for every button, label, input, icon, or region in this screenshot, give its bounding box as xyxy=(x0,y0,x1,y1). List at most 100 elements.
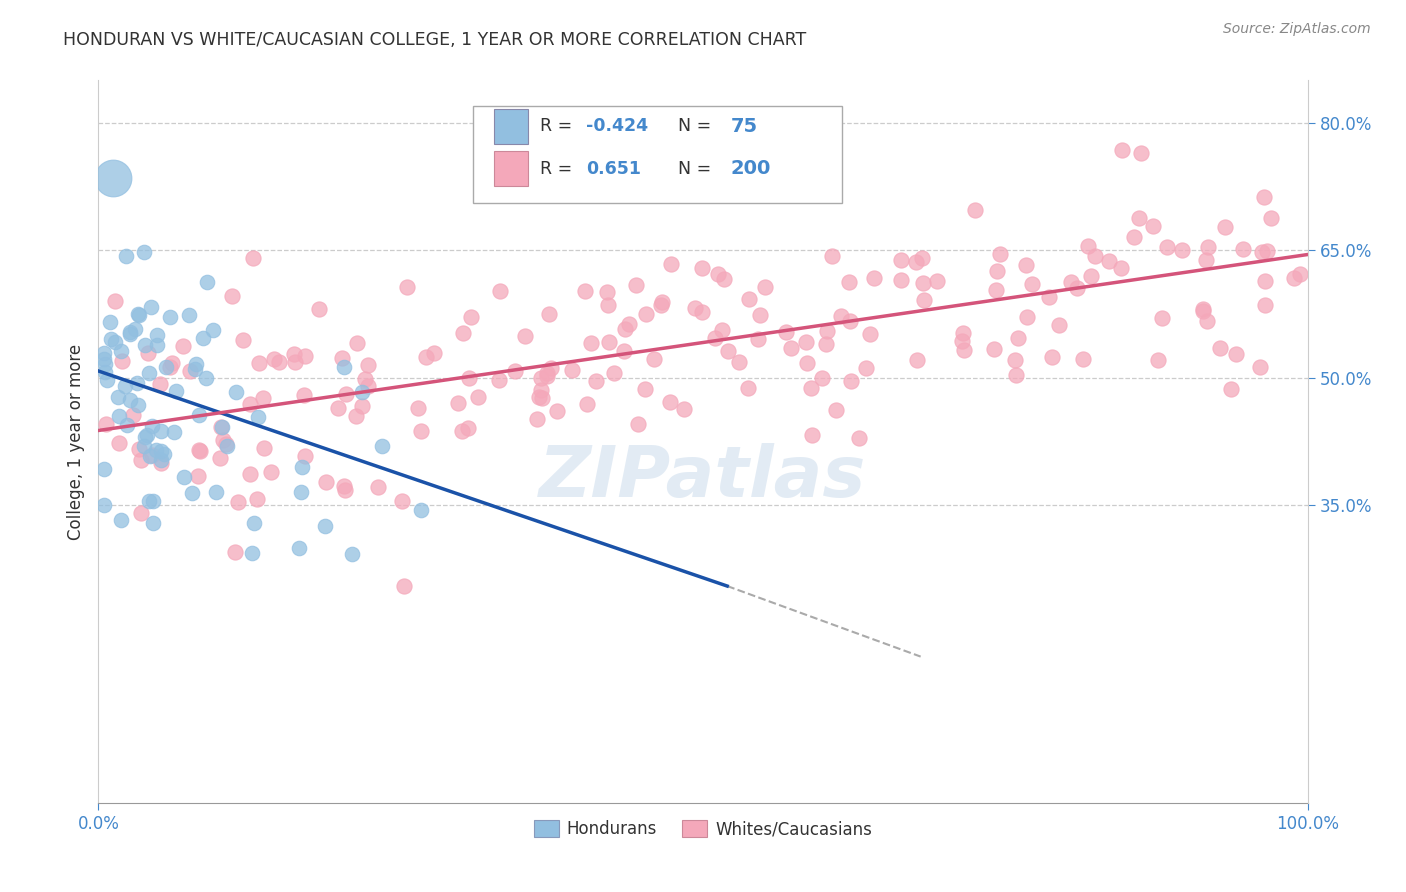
Point xyxy=(308,302,330,317)
Point xyxy=(737,381,759,395)
Point xyxy=(357,378,380,392)
Point xyxy=(93,499,115,513)
Text: R =: R = xyxy=(540,117,578,136)
Point xyxy=(173,470,195,484)
Point xyxy=(810,371,832,385)
Point xyxy=(912,277,935,291)
Point xyxy=(1209,341,1232,355)
Point xyxy=(352,399,374,413)
Point xyxy=(96,373,118,387)
Point xyxy=(392,579,415,593)
Point xyxy=(890,273,912,287)
Point xyxy=(138,366,160,380)
Point xyxy=(165,384,187,399)
Point xyxy=(292,388,315,402)
Point xyxy=(1004,368,1026,382)
Point xyxy=(574,284,596,298)
Text: Source: ZipAtlas.com: Source: ZipAtlas.com xyxy=(1223,22,1371,37)
Point xyxy=(194,371,217,385)
Point xyxy=(1284,271,1306,285)
Point xyxy=(150,444,173,458)
Point xyxy=(1152,311,1174,326)
Point xyxy=(447,396,470,410)
Point xyxy=(859,326,882,341)
Point xyxy=(536,367,558,381)
Point xyxy=(952,343,974,358)
Point xyxy=(187,469,209,483)
Point xyxy=(821,249,844,263)
Point xyxy=(614,322,637,336)
Point xyxy=(1260,211,1282,225)
Point xyxy=(1122,230,1144,244)
Point xyxy=(141,419,163,434)
Point xyxy=(330,351,353,365)
Point xyxy=(139,449,162,463)
Point xyxy=(114,378,136,392)
Point xyxy=(624,277,647,292)
Point xyxy=(96,417,118,432)
Point xyxy=(215,439,238,453)
Point xyxy=(683,301,706,316)
Point xyxy=(1192,301,1215,316)
Point xyxy=(540,360,562,375)
Point xyxy=(754,280,776,294)
Point xyxy=(146,338,169,352)
Point xyxy=(291,459,314,474)
Point xyxy=(1071,352,1094,367)
Point xyxy=(253,441,276,455)
Point xyxy=(224,545,246,559)
Point xyxy=(409,425,432,439)
Point xyxy=(129,453,152,467)
Point xyxy=(1128,211,1150,225)
Point xyxy=(579,336,602,351)
Point xyxy=(93,352,115,367)
Point xyxy=(283,347,305,361)
Point xyxy=(159,310,181,324)
Text: 75: 75 xyxy=(731,117,758,136)
Point xyxy=(748,308,770,322)
Point xyxy=(93,345,115,359)
Point xyxy=(546,404,568,418)
Point xyxy=(110,513,132,527)
Point xyxy=(110,343,132,358)
Point xyxy=(839,374,862,388)
Point xyxy=(1084,249,1107,263)
Point xyxy=(710,323,733,337)
Point xyxy=(350,384,373,399)
Point xyxy=(460,310,482,325)
Point xyxy=(796,356,818,370)
Point xyxy=(1077,238,1099,252)
Point xyxy=(94,365,117,379)
Point xyxy=(333,478,356,492)
Point xyxy=(1111,143,1133,157)
Point xyxy=(208,450,231,465)
Point xyxy=(149,376,172,391)
Point xyxy=(848,432,870,446)
Point xyxy=(335,387,357,401)
Point xyxy=(800,380,823,394)
Text: 200: 200 xyxy=(731,159,770,178)
Point xyxy=(530,370,553,384)
Point xyxy=(260,465,283,479)
Point xyxy=(98,315,121,329)
Point xyxy=(221,289,243,303)
Point xyxy=(181,486,204,500)
Point xyxy=(328,401,350,415)
Point xyxy=(451,424,474,438)
Point xyxy=(794,335,817,350)
Point xyxy=(927,274,949,288)
Point xyxy=(983,342,1005,356)
Point xyxy=(150,424,173,438)
Point xyxy=(288,541,311,555)
Point xyxy=(1038,290,1060,304)
Point xyxy=(815,336,838,351)
Point xyxy=(191,331,214,345)
Point xyxy=(269,355,291,369)
Point xyxy=(211,419,233,434)
Point xyxy=(408,401,430,415)
Point xyxy=(1142,219,1164,233)
Point xyxy=(211,420,233,434)
Point xyxy=(125,376,148,391)
Text: R =: R = xyxy=(540,160,578,178)
Point xyxy=(107,390,129,404)
